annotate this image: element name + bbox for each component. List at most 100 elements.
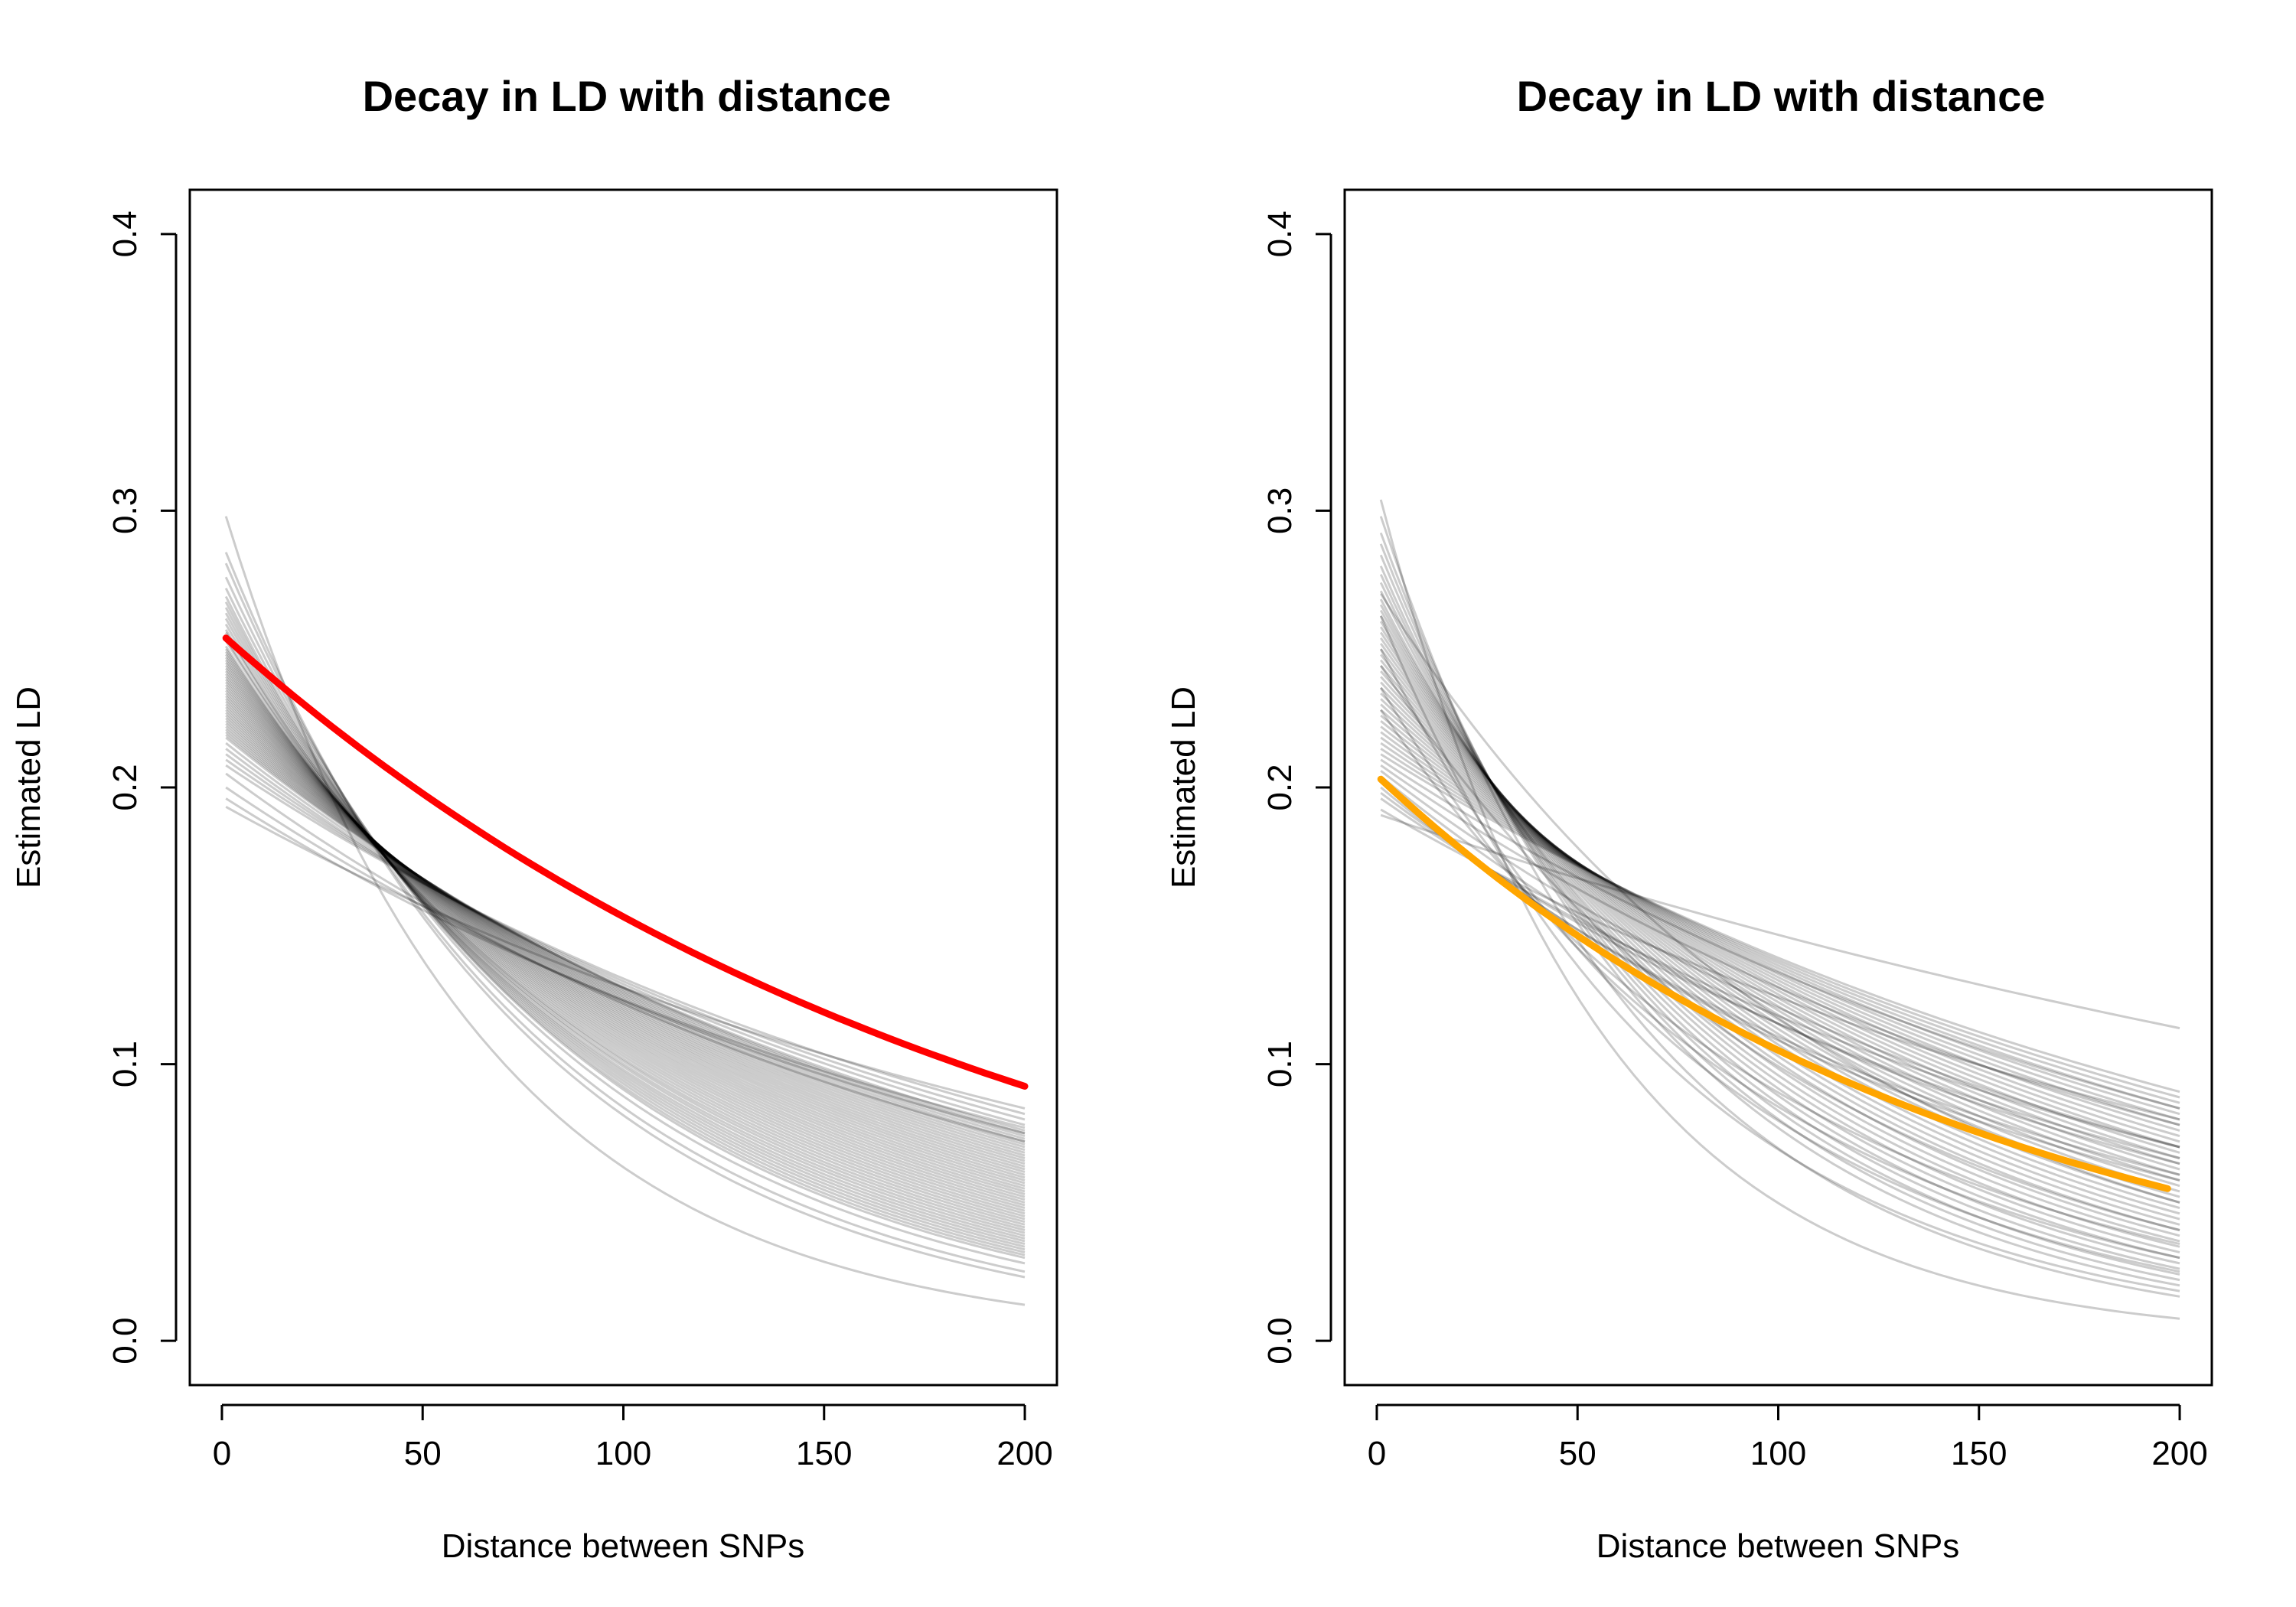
posterior-draw-line bbox=[224, 659, 1026, 1215]
posterior-draw-line bbox=[1379, 516, 2180, 1298]
y-tick-label: 0.0 bbox=[1261, 1318, 1299, 1364]
posterior-draw-line bbox=[225, 670, 1026, 1204]
chart-panel-1: Decay in LD with distance 0 50 100 150 200 0… bbox=[10, 72, 1058, 1565]
posterior-draw-line bbox=[225, 709, 1026, 1165]
posterior-draw-line bbox=[225, 748, 1026, 1132]
posterior-draw-line bbox=[224, 601, 1026, 1253]
posterior-draw-line bbox=[1380, 770, 2180, 1149]
posterior-draw-line bbox=[1379, 709, 2180, 1246]
posterior-draw-line bbox=[1380, 693, 2180, 1154]
mean-fit-line bbox=[1377, 775, 2171, 1192]
posterior-draw-line bbox=[224, 648, 1026, 1226]
posterior-draw-line bbox=[1380, 670, 2180, 1176]
posterior-draw-line bbox=[1379, 631, 2180, 1215]
posterior-draw-line bbox=[224, 588, 1026, 1260]
posterior-draw-line bbox=[224, 623, 1026, 1243]
posterior-draw-line bbox=[225, 673, 1026, 1201]
posterior-draw-line bbox=[1380, 703, 2180, 1143]
posterior-draw-line bbox=[225, 676, 1026, 1198]
posterior-draw-line bbox=[1380, 686, 2180, 1159]
y-tick-label: 0.2 bbox=[1261, 764, 1299, 810]
posterior-draw-line bbox=[224, 516, 1026, 1306]
y-tick-label: 0.4 bbox=[106, 210, 144, 257]
posterior-draw-line bbox=[1379, 626, 2180, 1221]
draw-lines-group bbox=[1379, 499, 2180, 1320]
posterior-draw-line bbox=[225, 736, 1026, 1138]
posterior-draw-line bbox=[225, 695, 1026, 1179]
posterior-draw-line bbox=[224, 552, 1026, 1279]
posterior-draw-line bbox=[225, 731, 1026, 1143]
posterior-draw-line bbox=[224, 654, 1026, 1221]
posterior-draw-line bbox=[1379, 615, 2180, 1292]
posterior-draw-line bbox=[1379, 554, 2180, 1276]
posterior-draw-line bbox=[225, 734, 1026, 1140]
x-tick-label: 100 bbox=[595, 1435, 651, 1472]
posterior-draw-line bbox=[225, 725, 1026, 1149]
posterior-draw-line bbox=[1380, 659, 2180, 1188]
posterior-draw-line bbox=[1380, 748, 2180, 1099]
x-axis: 0 50 100 150 200 bbox=[213, 1403, 1053, 1472]
y-tick-label: 0.4 bbox=[1261, 210, 1299, 257]
posterior-draw-line bbox=[225, 679, 1026, 1195]
posterior-draw-line bbox=[225, 667, 1026, 1207]
posterior-draw-line bbox=[1380, 676, 2180, 1171]
posterior-draw-line bbox=[1380, 742, 2180, 1104]
posterior-draw-line bbox=[225, 689, 1026, 1185]
posterior-draw-line bbox=[224, 612, 1026, 1248]
posterior-draw-line bbox=[224, 629, 1026, 1240]
posterior-draw-line bbox=[1380, 764, 2180, 1126]
posterior-draw-line bbox=[225, 772, 1026, 1143]
posterior-draw-line bbox=[1379, 590, 2180, 1253]
posterior-draw-line bbox=[225, 686, 1026, 1188]
posterior-draw-line bbox=[225, 712, 1026, 1162]
posterior-draw-line bbox=[1380, 813, 2180, 1030]
posterior-draw-line bbox=[224, 618, 1026, 1246]
posterior-draw-line bbox=[1379, 532, 2180, 1287]
posterior-draw-line bbox=[1380, 714, 2180, 1132]
x-tick-label: 200 bbox=[2151, 1435, 2207, 1472]
y-axis: 0.0 0.1 0.2 0.3 0.4 bbox=[106, 210, 178, 1364]
chart-panel-2: Decay in LD with distance 0 50 100 150 200 0… bbox=[1165, 72, 2213, 1565]
posterior-draw-line bbox=[1380, 725, 2180, 1121]
posterior-draw-line bbox=[224, 650, 1026, 1224]
posterior-draw-line bbox=[1380, 791, 2180, 1159]
posterior-draw-line bbox=[1379, 499, 2180, 1320]
chart-title: Decay in LD with distance bbox=[363, 72, 892, 120]
y-axis-label: Estimated LD bbox=[10, 686, 47, 888]
posterior-draw-line bbox=[224, 595, 1026, 1257]
posterior-draw-line bbox=[1380, 797, 2180, 1149]
posterior-draw-line bbox=[1379, 598, 2180, 1248]
x-tick-label: 150 bbox=[1951, 1435, 2007, 1472]
posterior-draw-line bbox=[225, 805, 1026, 1110]
posterior-draw-line bbox=[1380, 698, 2180, 1149]
posterior-draw-line bbox=[1380, 709, 2180, 1138]
x-axis-label: Distance between SNPs bbox=[1596, 1527, 1959, 1565]
posterior-draw-line bbox=[1380, 664, 2180, 1182]
posterior-draw-line bbox=[1379, 573, 2180, 1265]
y-tick-label: 0.2 bbox=[106, 764, 144, 810]
posterior-draw-line bbox=[225, 797, 1026, 1129]
posterior-draw-line bbox=[225, 764, 1026, 1116]
posterior-draw-line bbox=[1379, 615, 2180, 1231]
posterior-draw-line bbox=[1380, 654, 2180, 1193]
posterior-draw-line bbox=[1380, 731, 2180, 1116]
x-axis-label: Distance between SNPs bbox=[442, 1527, 804, 1565]
posterior-draw-line bbox=[224, 631, 1026, 1237]
x-tick-label: 150 bbox=[796, 1435, 852, 1472]
posterior-draw-line bbox=[1379, 637, 2180, 1210]
mean-fit-line bbox=[222, 634, 1029, 1090]
y-tick-label: 0.3 bbox=[106, 487, 144, 534]
posterior-draw-line bbox=[225, 717, 1026, 1157]
posterior-draw-line bbox=[224, 662, 1026, 1212]
posterior-draw-line bbox=[1380, 808, 2180, 1121]
posterior-draw-line bbox=[1379, 665, 2180, 1231]
posterior-draw-line bbox=[1379, 582, 2180, 1260]
posterior-draw-line bbox=[224, 665, 1026, 1210]
x-axis: 0 50 100 150 200 bbox=[1368, 1403, 2208, 1472]
posterior-draw-line bbox=[1380, 736, 2180, 1110]
posterior-draw-line bbox=[225, 742, 1026, 1135]
posterior-draw-line bbox=[224, 576, 1026, 1265]
posterior-draw-line bbox=[225, 753, 1026, 1126]
posterior-draw-line bbox=[224, 640, 1026, 1231]
